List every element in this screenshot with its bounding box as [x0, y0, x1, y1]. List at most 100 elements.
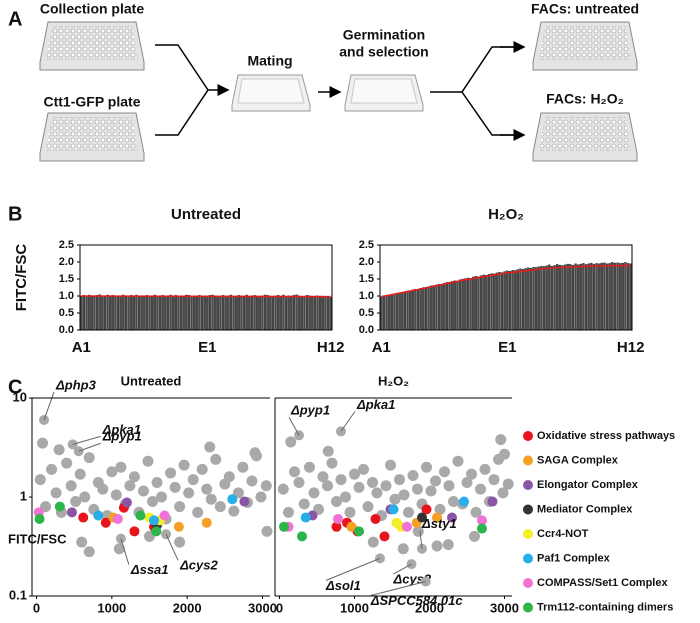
point	[442, 539, 454, 551]
y-tick-label: 0.0	[359, 324, 374, 336]
bar	[316, 295, 319, 331]
chart-title: Untreated	[171, 206, 241, 223]
bar	[140, 295, 143, 331]
point	[298, 498, 310, 510]
leader-line	[78, 442, 101, 452]
point	[174, 501, 186, 513]
bar	[508, 271, 512, 331]
point	[115, 461, 127, 473]
point	[137, 485, 149, 497]
point	[431, 540, 443, 552]
bar	[98, 294, 101, 331]
bar	[88, 294, 91, 331]
bar	[237, 295, 240, 331]
chart-title: Untreated	[121, 373, 182, 388]
x-tick-label: 0	[33, 600, 40, 615]
bar	[224, 296, 227, 331]
y-axis-label: FITC/FSC	[13, 244, 30, 312]
bar	[95, 295, 99, 331]
point	[40, 501, 52, 513]
point	[204, 441, 216, 453]
point	[66, 507, 77, 518]
bar	[161, 295, 164, 331]
point	[239, 496, 250, 507]
plate	[532, 21, 638, 71]
point	[112, 513, 123, 524]
point	[380, 480, 392, 492]
legend-label: Mediator Complex	[537, 503, 633, 515]
bar	[461, 278, 464, 331]
point	[385, 459, 396, 471]
bar	[80, 295, 83, 331]
bar	[477, 276, 480, 331]
x-tick-label: 2000	[173, 600, 202, 615]
y-tick-label: 0.1	[9, 587, 27, 602]
step-label: FACs: H₂O₂	[546, 91, 624, 107]
chart-title: H₂O₂	[488, 206, 524, 223]
point	[495, 434, 507, 446]
point	[285, 436, 297, 448]
point	[304, 461, 315, 473]
bar	[432, 285, 435, 331]
bar	[529, 267, 533, 331]
point	[497, 487, 509, 499]
legend-swatch	[523, 455, 533, 466]
bar	[145, 295, 149, 331]
point	[322, 445, 334, 457]
point	[246, 475, 258, 487]
bar	[132, 295, 135, 331]
point	[412, 483, 423, 495]
bar	[395, 293, 399, 331]
merge-arrow	[155, 44, 228, 136]
bar	[590, 262, 593, 331]
bar	[187, 295, 191, 331]
point	[178, 459, 190, 471]
point	[277, 483, 289, 495]
bar	[382, 295, 386, 331]
bar	[561, 265, 564, 331]
point	[346, 521, 357, 532]
point	[469, 530, 480, 542]
bar	[303, 295, 306, 331]
point	[65, 480, 77, 492]
bar	[122, 294, 125, 331]
x-tick-label: H12	[617, 339, 645, 356]
bar	[511, 270, 514, 331]
point	[430, 475, 441, 487]
bar	[411, 289, 414, 331]
bar	[248, 296, 251, 331]
bar	[574, 263, 577, 331]
legend-label: SAGA Complex	[537, 454, 619, 466]
bar	[592, 263, 596, 331]
point	[461, 477, 473, 489]
bar	[503, 271, 506, 331]
point	[124, 480, 136, 492]
point	[402, 521, 412, 532]
bar	[229, 294, 233, 331]
point	[354, 526, 364, 537]
bar	[548, 264, 551, 331]
bar	[321, 295, 324, 331]
leader-line	[340, 411, 356, 432]
bar	[111, 295, 114, 331]
bar	[616, 262, 619, 331]
bar	[479, 275, 483, 331]
point	[147, 496, 159, 508]
bar	[313, 295, 317, 331]
point	[165, 467, 177, 479]
bar	[498, 272, 501, 331]
plate	[39, 21, 145, 71]
bar	[269, 295, 272, 331]
y-tick-label: 2.5	[59, 239, 74, 251]
point	[210, 453, 222, 465]
bar	[179, 295, 183, 331]
point	[279, 521, 289, 532]
point	[83, 452, 95, 464]
point	[100, 517, 111, 528]
bar	[85, 296, 88, 331]
point	[389, 493, 401, 505]
bar	[274, 295, 277, 331]
y-tick-label: 1.0	[59, 290, 74, 302]
point	[452, 455, 464, 467]
bar	[106, 294, 109, 331]
